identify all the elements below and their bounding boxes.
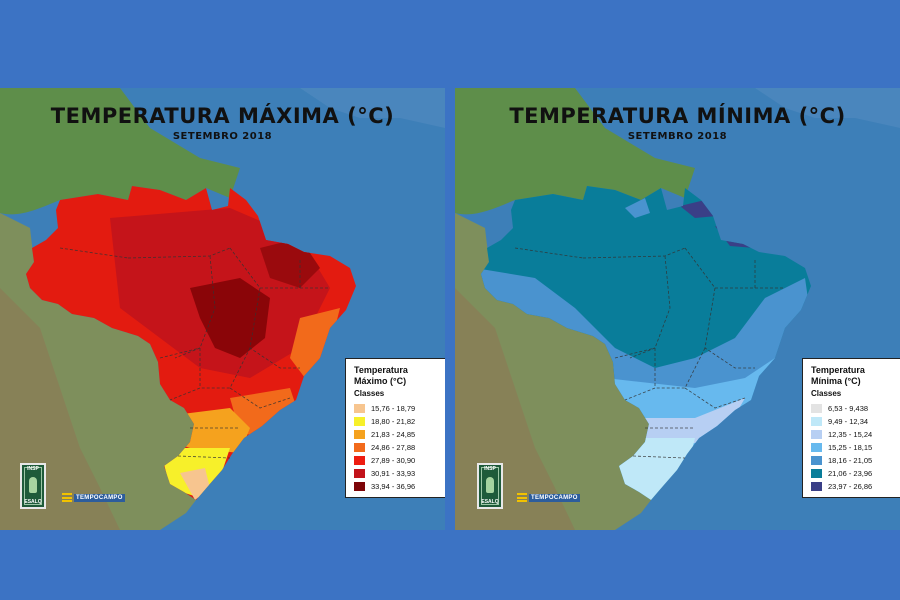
legend-row: 18,80 - 21,82 bbox=[354, 415, 440, 428]
legend-swatch bbox=[354, 430, 365, 439]
legend-row: 15,76 - 18,79 bbox=[354, 402, 440, 415]
legend-swatch bbox=[811, 456, 822, 465]
legend-title-line1: Temperatura bbox=[811, 365, 865, 375]
esalq-logo-bottom-text: ESALQ bbox=[24, 499, 42, 505]
legend-row: 24,86 - 27,88 bbox=[354, 441, 440, 454]
legend-range-label: 23,97 - 26,86 bbox=[828, 482, 873, 491]
legend-swatch bbox=[811, 417, 822, 426]
esalq-logo: INSP ESALQ bbox=[20, 463, 46, 509]
legend-row: 12,35 - 15,24 bbox=[811, 428, 897, 441]
tempocampo-logo-text: TEMPOCAMPO bbox=[529, 493, 580, 502]
legend-range-label: 18,80 - 21,82 bbox=[371, 417, 416, 426]
legend-range-label: 21,83 - 24,85 bbox=[371, 430, 416, 439]
map-title: TEMPERATURA MÍNIMA (°C) bbox=[509, 104, 846, 128]
legend-swatch bbox=[811, 443, 822, 452]
legend-row: 27,89 - 30,90 bbox=[354, 454, 440, 467]
esalq-logo-top-text: INSP bbox=[484, 466, 496, 472]
legend-range-label: 15,76 - 18,79 bbox=[371, 404, 416, 413]
legend-swatch bbox=[811, 430, 822, 439]
legend-classes-label: Classes bbox=[354, 389, 385, 398]
tempocampo-logo-text: TEMPOCAMPO bbox=[74, 493, 125, 502]
legend-classes-label: Classes bbox=[811, 389, 842, 398]
panel-divider bbox=[445, 88, 455, 530]
legend-swatch bbox=[354, 404, 365, 413]
tempocampo-logo: TEMPOCAMPO bbox=[62, 493, 125, 502]
legend-range-label: 15,25 - 18,15 bbox=[828, 443, 873, 452]
legend-range-label: 24,86 - 27,88 bbox=[371, 443, 416, 452]
min-temperature-map-panel: TEMPERATURA MÍNIMA (°C) SETEMBRO 2018 Te… bbox=[455, 88, 900, 530]
legend-swatch bbox=[811, 404, 822, 413]
legend-range-label: 9,49 - 12,34 bbox=[828, 417, 869, 426]
esalq-logo-bottom-text: ESALQ bbox=[481, 499, 499, 505]
legend-title-line2: Máximo (°C) bbox=[354, 376, 407, 386]
legend-row: 18,16 - 21,05 bbox=[811, 454, 897, 467]
legend-range-label: 33,94 - 36,96 bbox=[371, 482, 416, 491]
legend-row: 33,94 - 36,96 bbox=[354, 480, 440, 493]
esalq-logo-top-text: INSP bbox=[27, 466, 39, 472]
legend-row: 15,25 - 18,15 bbox=[811, 441, 897, 454]
legend-swatch bbox=[354, 456, 365, 465]
legend-range-label: 6,53 - 9,438 bbox=[828, 404, 869, 413]
max-temperature-map bbox=[0, 88, 445, 530]
legend-range-label: 18,16 - 21,05 bbox=[828, 456, 873, 465]
legend-swatch bbox=[354, 417, 365, 426]
legend-swatch bbox=[354, 482, 365, 491]
legend-row: 6,53 - 9,438 bbox=[811, 402, 897, 415]
legend-range-label: 12,35 - 15,24 bbox=[828, 430, 873, 439]
legend-row: 30,91 - 33,93 bbox=[354, 467, 440, 480]
tempocampo-logo: TEMPOCAMPO bbox=[517, 493, 580, 502]
legend-swatch bbox=[811, 469, 822, 478]
legend-row: 9,49 - 12,34 bbox=[811, 415, 897, 428]
legend-row: 21,06 - 23,96 bbox=[811, 467, 897, 480]
map-title: TEMPERATURA MÁXIMA (°C) bbox=[50, 104, 395, 128]
legend-row: 21,83 - 24,85 bbox=[354, 428, 440, 441]
legend-title-line1: Temperatura bbox=[354, 365, 408, 375]
legend-swatch bbox=[354, 469, 365, 478]
legend-swatch bbox=[354, 443, 365, 452]
min-temperature-legend: Temperatura Mínima (°C) Classes 6,53 - 9… bbox=[802, 358, 900, 498]
map-subtitle: SETEMBRO 2018 bbox=[627, 131, 728, 142]
max-temperature-legend: Temperatura Máximo (°C) Classes 15,76 - … bbox=[345, 358, 445, 498]
legend-range-label: 27,89 - 30,90 bbox=[371, 456, 416, 465]
esalq-logo: INSP ESALQ bbox=[477, 463, 503, 509]
legend-title-line2: Mínima (°C) bbox=[811, 376, 861, 386]
legend-range-label: 21,06 - 23,96 bbox=[828, 469, 873, 478]
legend-swatch bbox=[811, 482, 822, 491]
max-temperature-map-panel: TEMPERATURA MÁXIMA (°C) SETEMBRO 2018 Te… bbox=[0, 88, 445, 530]
legend-row: 23,97 - 26,86 bbox=[811, 480, 897, 493]
map-subtitle: SETEMBRO 2018 bbox=[172, 131, 273, 142]
legend-range-label: 30,91 - 33,93 bbox=[371, 469, 416, 478]
